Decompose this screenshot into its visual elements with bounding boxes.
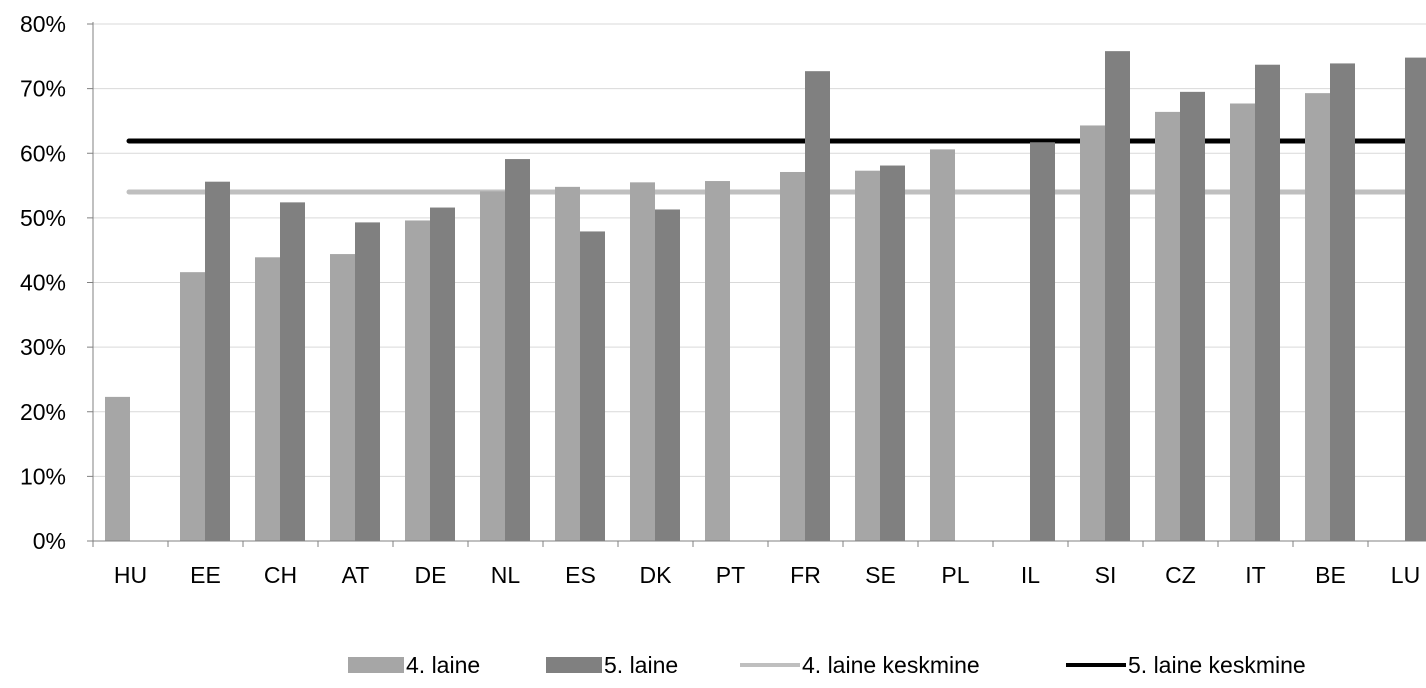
bar-5-laine-es (580, 231, 605, 542)
bars (105, 51, 1426, 542)
bar-5-laine-de (430, 207, 455, 541)
bar-5-laine-lu (1405, 57, 1426, 541)
bar-5-laine-at (355, 222, 380, 541)
bar-5-laine-it (1255, 64, 1280, 542)
bar-5-laine-ee (205, 181, 230, 541)
bar-4-laine-si (1080, 125, 1105, 542)
x-tick-label-de: DE (415, 562, 447, 588)
x-tick-label-dk: DK (640, 562, 673, 588)
y-tick-label: 60% (20, 140, 66, 166)
y-tick-label: 80% (20, 11, 66, 37)
x-tick-label-be: BE (1315, 562, 1346, 588)
x-tick-label-se: SE (865, 562, 896, 588)
x-tick-label-lu: LU (1391, 562, 1420, 588)
x-tick-label-il: IL (1021, 562, 1040, 588)
bar-5-laine-cz (1180, 91, 1205, 541)
y-tick-label: 0% (33, 528, 66, 554)
grid-lines (93, 23, 1426, 477)
x-tick-label-at: AT (342, 562, 370, 588)
legend-label-4-laine-keskmine: 4. laine keskmine (802, 652, 980, 678)
x-tick-label-pt: PT (716, 562, 745, 588)
bar-4-laine-ee (180, 272, 205, 541)
x-tick-label-cz: CZ (1165, 562, 1196, 588)
bar-5-laine-fr (805, 71, 830, 542)
legend-swatch-4-laine (348, 657, 404, 673)
y-tick-label: 50% (20, 205, 66, 231)
bar-4-laine-pl (930, 149, 955, 541)
bar-4-laine-ch (255, 257, 280, 541)
legend-label-5-laine: 5. laine (604, 652, 678, 678)
legend-label-4-laine: 4. laine (406, 652, 480, 678)
legend-swatch-5-laine (546, 657, 602, 673)
bar-5-laine-si (1105, 51, 1130, 542)
reference-lines (126, 138, 1411, 195)
x-tick-label-ee: EE (190, 562, 221, 588)
bar-4-laine-cz (1155, 111, 1180, 541)
x-tick-label-ch: CH (264, 562, 297, 588)
x-tick-label-fr: FR (790, 562, 821, 588)
x-tick-label-it: IT (1245, 562, 1265, 588)
bar-5-laine-be (1330, 63, 1355, 541)
y-tick-label: 10% (20, 463, 66, 489)
bar-5-laine-nl (505, 159, 530, 541)
y-tick-label: 30% (20, 334, 66, 360)
bar-4-laine-be (1305, 93, 1330, 542)
x-tick-label-hu: HU (114, 562, 147, 588)
bar-4-laine-de (405, 220, 430, 541)
bar-4-laine-it (1230, 103, 1255, 542)
x-tick-label-si: SI (1095, 562, 1117, 588)
bar-4-laine-dk (630, 182, 655, 542)
y-tick-label: 20% (20, 399, 66, 425)
bar-4-laine-hu (105, 396, 130, 541)
bar-4-laine-at (330, 254, 355, 541)
axes: 0% 10% 20% 30% 40% 50% 60% 70% 80% HU EE CH AT DE NL ES… (20, 11, 1426, 588)
bar-4-laine-se (855, 170, 880, 542)
y-tick-label: 40% (20, 270, 66, 296)
y-tick-label: 70% (20, 76, 66, 102)
bar-4-laine-fr (780, 171, 805, 541)
bar-4-laine-es (555, 186, 580, 542)
x-tick-label-pl: PL (941, 562, 969, 588)
bar-5-laine-dk (655, 209, 680, 541)
bar-4-laine-pt (705, 181, 730, 541)
bar-5-laine-se (880, 165, 905, 541)
x-tick-label-es: ES (565, 562, 596, 588)
bar-4-laine-nl (480, 191, 505, 541)
bar-5-laine-il (1030, 142, 1055, 542)
bar-5-laine-ch (280, 202, 305, 542)
legend-label-5-laine-keskmine: 5. laine keskmine (1128, 652, 1306, 678)
legend: 4. laine 5. laine 4. laine keskmine 5. l… (348, 652, 1306, 678)
x-tick-label-nl: NL (491, 562, 521, 588)
